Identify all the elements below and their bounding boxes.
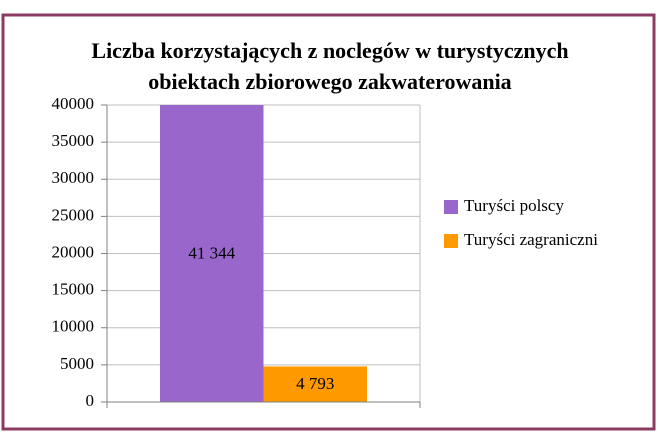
data-label: 41 344 — [188, 243, 235, 262]
legend-label: Turyści zagraniczni — [464, 230, 598, 249]
y-tick-label: 5000 — [60, 354, 94, 373]
bar — [160, 105, 264, 402]
data-label: 4 793 — [296, 374, 334, 393]
y-tick-label: 40000 — [52, 94, 95, 113]
chart-frame — [1, 13, 656, 431]
y-tick-label: 0 — [86, 391, 95, 410]
y-tick-label: 10000 — [52, 317, 95, 336]
legend-swatch — [444, 234, 458, 248]
overlay: 0 5000 10000 15000 20000 25000 30000 35000 40000… — [52, 94, 599, 410]
y-tick-label: 15000 — [52, 280, 95, 299]
legend-label: Turyści polscy — [464, 196, 564, 215]
y-tick-label: 30000 — [52, 168, 95, 187]
y-tick-label: 25000 — [52, 205, 95, 224]
y-tick-label: 20000 — [52, 242, 95, 261]
y-tick-label: 35000 — [52, 131, 95, 150]
bars — [160, 105, 367, 402]
chart-title: obiektach zbiorowego zakwaterowania — [148, 69, 511, 94]
bar — [263, 366, 367, 402]
chart-title: Liczba korzystających z noclegów w turys… — [91, 38, 568, 63]
legend-swatch — [444, 200, 458, 214]
